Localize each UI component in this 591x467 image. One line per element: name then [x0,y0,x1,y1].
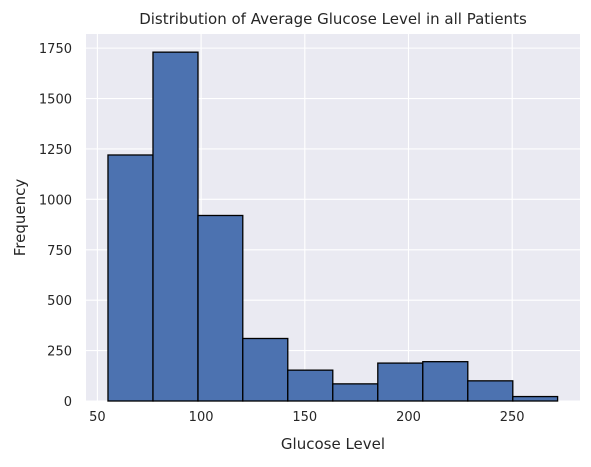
chart-title: Distribution of Average Glucose Level in… [139,10,527,28]
histogram-bar [287,369,334,402]
histogram-bar [332,383,379,402]
histogram-bar [422,361,469,402]
y-tick-label: 500 [47,294,72,309]
x-axis-label: Glucose Level [281,435,385,453]
y-tick-label: 250 [47,345,72,360]
histogram-bar [152,51,199,402]
x-tick-label: 200 [396,410,421,425]
histogram-bar [242,337,289,402]
x-tick-label: 50 [89,410,106,425]
histogram-bar [197,214,244,402]
x-tick-label: 100 [189,410,214,425]
y-tick-label: 1750 [39,42,72,57]
y-axis-label: Frequency [11,179,29,257]
x-tick-label: 250 [500,410,525,425]
x-axis-ticks: 50 100 150 200 250 [89,410,524,425]
histogram-bar [467,380,514,402]
y-axis-ticks: 0 250 500 750 1000 1250 1500 1750 [39,42,72,410]
y-tick-label: 750 [47,244,72,259]
histogram-bar [107,154,154,402]
histogram-bar [377,362,424,402]
x-tick-label: 150 [292,410,317,425]
y-tick-label: 1250 [39,143,72,158]
bars [107,51,559,402]
histogram-bar [512,395,559,402]
y-tick-label: 1000 [39,193,72,208]
y-tick-label: 0 [64,395,72,410]
y-tick-label: 1500 [39,93,72,108]
